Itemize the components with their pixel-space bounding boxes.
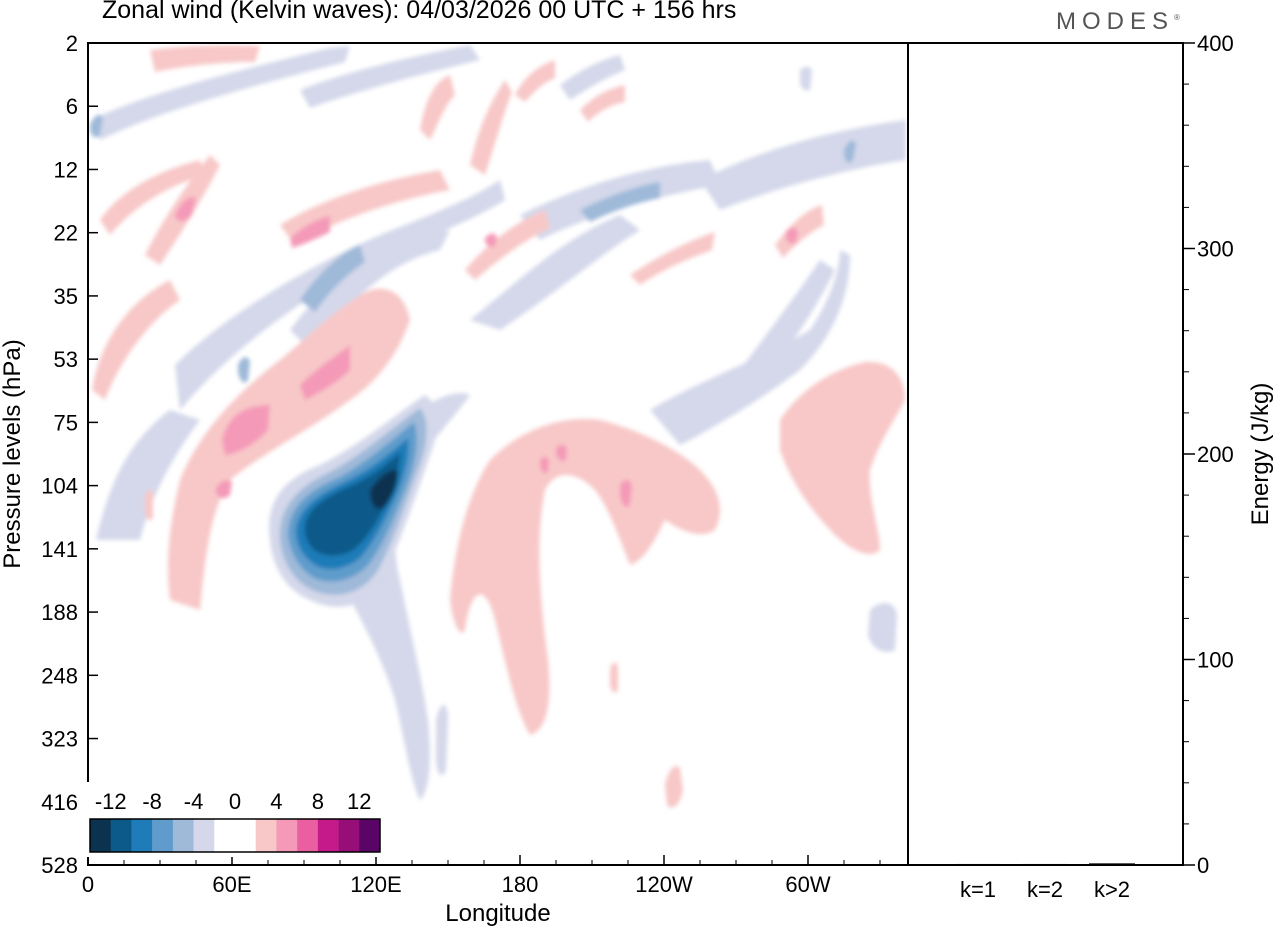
colorbar-label: 12 [347, 789, 371, 814]
y-tick-label: 35 [54, 284, 78, 309]
x-tick-label: 120W [635, 872, 693, 897]
brand-mark: ® [1174, 13, 1180, 22]
colorbar-label: -4 [184, 789, 204, 814]
y-tick-label: 22 [54, 221, 78, 246]
colorbar-swatch [297, 819, 319, 852]
brand-name: MODES [1056, 8, 1175, 35]
colorbar-swatch [255, 819, 277, 852]
y-tick-label: 528 [41, 853, 78, 878]
y2-tick-label: 100 [1197, 648, 1234, 673]
colorbar-swatch [276, 819, 298, 852]
colorbar-swatch [317, 819, 339, 852]
energy-bar [1022, 863, 1068, 866]
colorbar-swatch [359, 819, 381, 852]
energy-bar [1089, 863, 1135, 865]
colorbar-label: -8 [142, 789, 162, 814]
colorbar-swatch [214, 819, 236, 852]
energy-bar [955, 863, 1001, 866]
energy-category-label: k=1 [960, 877, 996, 902]
colorbar-label: 4 [270, 789, 282, 814]
y2-tick-label: 400 [1197, 31, 1234, 56]
y-tick-label: 53 [54, 347, 78, 372]
colorbar-swatch [172, 819, 194, 852]
colorbar-swatch [235, 819, 257, 852]
chart-title: Zonal wind (Kelvin waves): 04/03/2026 00… [102, 0, 737, 24]
x-tick-label: 180 [502, 872, 539, 897]
x-tick-label: 60W [785, 872, 830, 897]
colorbar-swatch [110, 819, 132, 852]
y2-tick-label: 0 [1197, 853, 1209, 878]
y2-axis-label: Energy (J/kg) [1247, 383, 1274, 526]
energy-category-label: k=2 [1027, 877, 1063, 902]
colorbar-frame [89, 818, 381, 853]
colorbar-swatch [152, 819, 174, 852]
x-axis-label: Longitude [445, 900, 550, 927]
y-tick-label: 416 [41, 790, 78, 815]
y-tick-label: 248 [41, 663, 78, 688]
colorbar-swatch [131, 819, 153, 852]
y-tick-label: 141 [41, 537, 78, 562]
colorbar-swatch [193, 819, 215, 852]
contour-field [90, 45, 906, 808]
y2-tick-label: 300 [1197, 237, 1234, 262]
y2-tick-label: 200 [1197, 442, 1234, 467]
brand-logo: MODES® [1056, 8, 1180, 36]
x-tick-label: 120E [350, 872, 401, 897]
x-tick-label: 0 [82, 872, 94, 897]
y-tick-label: 12 [54, 157, 78, 182]
energy-category-label: k>2 [1094, 877, 1130, 902]
energy-plot-frame [907, 42, 1184, 866]
y-tick-label: 6 [66, 94, 78, 119]
y-axis-label: Pressure levels (hPa) [0, 339, 26, 568]
y-tick-label: 104 [41, 474, 78, 499]
colorbar-label: -12 [95, 789, 127, 814]
y-tick-label: 75 [54, 410, 78, 435]
colorbar-label: 0 [229, 789, 241, 814]
y-tick-label: 323 [41, 727, 78, 752]
x-tick-label: 60E [212, 872, 251, 897]
colorbar-swatch [90, 819, 112, 852]
colorbar-swatch [338, 819, 360, 852]
y-tick-label: 188 [41, 600, 78, 625]
y-tick-label: 2 [66, 31, 78, 56]
colorbar-label: 8 [312, 789, 324, 814]
